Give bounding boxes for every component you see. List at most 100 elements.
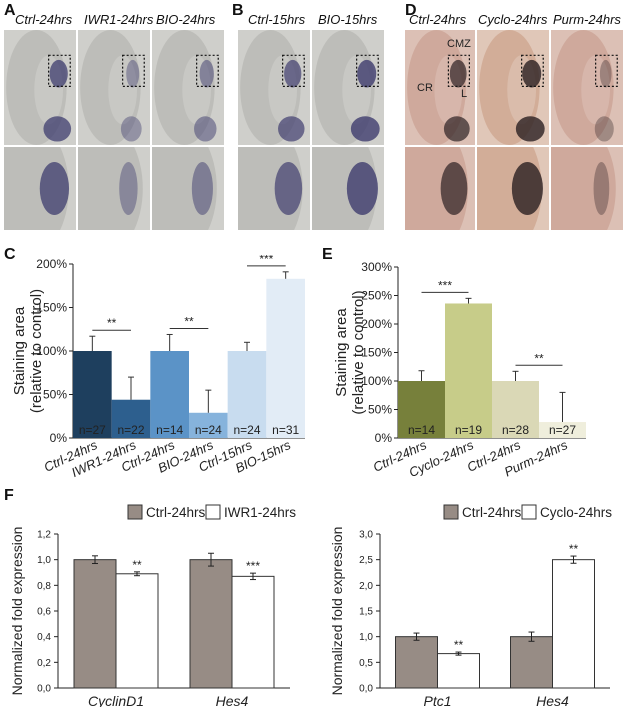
n-label: n=14 [156,423,183,437]
bar [539,422,586,438]
y-tick-label: 2,0 [359,581,373,592]
y-axis-label: Staining area [333,308,350,397]
y-tick-label: 0,0 [37,684,51,695]
y-tick-label: 1,0 [37,555,51,566]
y-tick-label: 100% [36,344,67,358]
bar [552,559,595,689]
bar [445,303,492,438]
micrograph-a-2-overview [78,30,150,145]
micrograph-b-4-overview [238,30,310,145]
label-l: L [461,88,468,100]
y-tick-label: 0,2 [37,658,51,669]
panel-d-title-3: Purm-24hrs [553,12,621,27]
category-label: Ptc1 [423,693,451,707]
panel-label-e: E [322,246,333,263]
y-tick-label: 300% [361,260,392,274]
n-label: n=14 [408,423,435,437]
micrograph-d-7-overview [477,30,549,145]
panel-a-title-3: BIO-24hrs [156,12,216,27]
micrograph-d-8-zoom [551,147,623,230]
y-tick-label: 3,0 [359,530,373,541]
y-tick-label: 0% [50,431,68,445]
bar [189,559,233,689]
n-label: n=28 [502,423,529,437]
y-axis-label: Staining area [11,306,28,395]
bar [73,559,117,689]
y-tick-label: 0,0 [359,684,373,695]
panel-b-title-2: BIO-15hrs [318,12,378,27]
significance-stars: ** [454,638,464,652]
significance-stars: ** [184,314,194,328]
bar [510,636,553,689]
micrograph-a-2-zoom [78,147,150,230]
panel-label-d: D [405,2,417,19]
bar [437,653,480,689]
legend-label: Ctrl-24hrs [462,505,522,520]
y-tick-label: 50% [368,403,392,417]
bar [111,399,151,438]
micrograph-d-6-zoom [405,147,475,230]
panel-d-title-2: Cyclo-24hrs [478,12,548,27]
y-tick-label: 50% [43,388,67,402]
chart-e: 0% 50% 100% 150% 200% 250% 300% Staining area (r… [333,260,586,480]
panel-a-title-2: IWR1-24hrs [84,12,154,27]
legend-swatch [127,504,143,520]
bar [266,278,305,438]
y-tick-label: 0,5 [359,658,373,669]
panel-label-a: A [4,2,16,19]
n-label: n=24 [195,423,222,437]
category-label: CyclinD1 [88,693,144,707]
y-axis-label: Normalized fold expression [9,527,25,696]
n-label: n=27 [549,423,576,437]
significance-stars: ** [132,558,142,572]
y-tick-label: 200% [36,257,67,271]
legend-label: Cyclo-24hrs [540,505,612,520]
n-label: n=27 [79,423,106,437]
legend-label: Ctrl-24hrs [146,505,206,520]
significance-stars: *** [246,559,260,573]
bar [231,575,275,689]
bar [115,573,159,689]
significance-stars: *** [438,278,452,292]
category-label: Hes4 [536,693,569,707]
panel-label-f: F [4,487,14,504]
y-axis-label: (relative to control) [28,289,45,413]
bar [150,351,189,438]
micrograph-a-3-overview [152,30,224,145]
micrograph-a-1-overview [4,30,76,145]
bar [227,351,267,438]
n-label: n=22 [117,423,144,437]
y-tick-label: 150% [361,346,392,360]
micrograph-d-8-overview [551,30,623,145]
y-tick-label: 1,0 [359,632,373,643]
y-axis-label: (relative to control) [350,290,367,414]
y-axis-label: Normalized fold expression [329,527,345,696]
micrograph-d-7-zoom [477,147,549,230]
chart-f-cyclind1: Ctrl-24hrs IWR1-24hrs 0,0 0,2 0,4 0,6 0,8 1,0 1,… [9,504,296,707]
y-tick-label: 2,5 [359,555,373,566]
panel-label-c: C [4,246,16,263]
legend-swatch [205,504,221,520]
legend-label: IWR1-24hrs [224,505,296,520]
micrograph-a-1-zoom [4,147,76,230]
significance-stars: ** [534,351,544,365]
micrograph-b-5-zoom [312,147,384,230]
bar [398,381,445,438]
significance-stars: ** [107,316,117,330]
chart-f-ptc1: Ctrl-24hrs Cyclo-24hrs 0,0 0,5 1,0 1,5 2,0 2,5 3… [329,504,612,707]
panel-d-title-1: Ctrl-24hrs [409,12,467,27]
panel-b-title-1: Ctrl-15hrs [248,12,306,27]
legend-swatch [443,504,459,520]
label-cmz: CMZ [447,38,471,50]
bar [73,351,112,438]
label-cr: CR [417,82,433,94]
y-tick-label: 150% [36,301,67,315]
legend-swatch [521,504,537,520]
y-tick-label: 0,4 [37,632,51,643]
n-label: n=19 [455,423,482,437]
micrograph-b-5-overview [312,30,384,145]
bar [395,636,438,689]
panel-a-title-1: Ctrl-24hrs [15,12,73,27]
significance-stars: ** [569,542,579,556]
y-tick-label: 200% [361,317,392,331]
